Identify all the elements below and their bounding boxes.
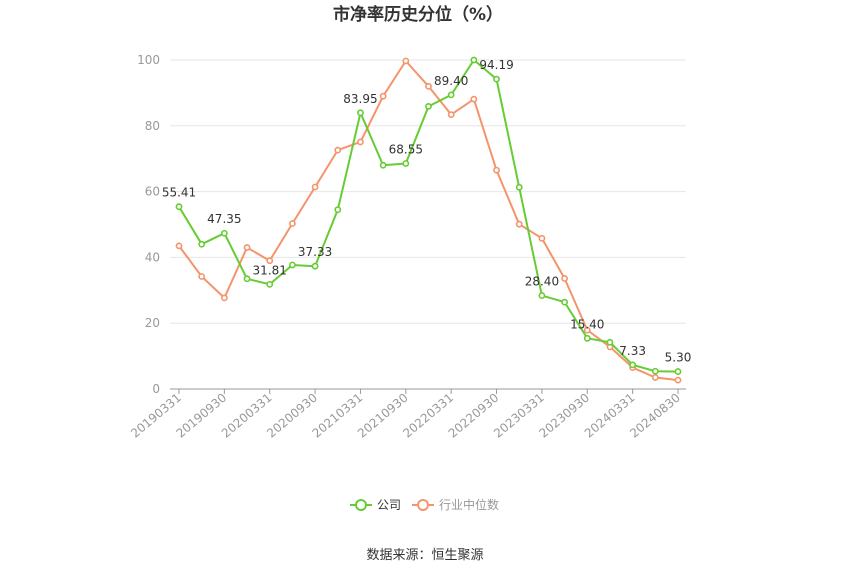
x-tick-label: 20240830 [627, 391, 683, 441]
data-point-industry [402, 57, 410, 65]
data-point-industry [493, 166, 500, 174]
data-label: 37.33 [298, 245, 332, 259]
data-label: 55.41 [162, 186, 196, 200]
data-point-company [674, 368, 682, 375]
data-point-company [515, 183, 523, 191]
data-point-industry [651, 374, 659, 381]
data-label: 5.30 [665, 351, 692, 365]
data-point-company [470, 56, 478, 64]
data-point-company [606, 338, 614, 346]
data-point-company [493, 75, 500, 83]
legend-item-industry[interactable]: 行业中位数 [412, 497, 499, 512]
axes: 0204060801002019033120190930202003312020… [128, 53, 686, 441]
data-point-industry [538, 234, 546, 242]
legend-label: 行业中位数 [439, 497, 499, 512]
data-point-industry [674, 376, 682, 384]
legend-label: 公司 [377, 498, 401, 512]
data-point-industry [220, 294, 228, 302]
data-point-company [425, 102, 432, 110]
data-point-company [402, 160, 410, 167]
legend-marker [417, 499, 429, 511]
y-tick-label: 60 [145, 185, 160, 199]
data-point-company [198, 240, 206, 248]
legend-item-company[interactable]: 公司 [350, 498, 401, 512]
grid [170, 59, 686, 324]
data-point-industry [243, 244, 251, 251]
y-tick-label: 80 [145, 119, 160, 133]
data-point-industry [379, 92, 387, 100]
data-point-industry [289, 220, 296, 227]
data-point-industry [425, 82, 432, 90]
data-label: 94.19 [479, 58, 513, 72]
data-label: 89.40 [434, 74, 468, 88]
data-point-company [357, 109, 364, 117]
data-label: 7.33 [619, 344, 646, 358]
data-point-company [379, 161, 387, 169]
data-point-industry [175, 242, 183, 250]
data-source: 数据来源：恒生聚源 [366, 548, 483, 563]
data-point-industry [198, 273, 206, 280]
series-industry [175, 57, 682, 384]
data-point-company [220, 229, 228, 237]
data-point-company [334, 206, 342, 214]
data-point-company [538, 292, 546, 299]
data-point-company [311, 262, 319, 270]
data-label: 31.81 [253, 263, 287, 277]
data-point-company [243, 275, 251, 283]
y-tick-label: 100 [137, 53, 160, 67]
data-point-company [266, 280, 274, 288]
data-point-industry [583, 326, 591, 334]
data-point-industry [447, 111, 455, 119]
data-point-company [651, 367, 659, 375]
data-point-industry [357, 138, 364, 146]
data-point-industry [561, 275, 568, 282]
data-point-industry [334, 146, 342, 154]
chart-title: 市净率历史分位（%） [333, 4, 503, 25]
data-point-company [583, 334, 591, 342]
data-point-industry [311, 183, 319, 191]
data-labels: 55.41 47.35 31.81 37.33 83.95 68.55 89.40 94.19… [162, 58, 692, 364]
data-point-industry [515, 220, 523, 228]
legend-marker [355, 499, 367, 511]
data-point-company [289, 261, 296, 269]
data-label: 47.35 [207, 212, 241, 226]
data-point-industry [266, 257, 274, 265]
data-point-company [447, 91, 455, 99]
data-point-company [561, 298, 568, 306]
series-company [175, 56, 682, 375]
y-tick-label: 0 [152, 382, 160, 396]
y-tick-label: 40 [145, 250, 160, 264]
data-label: 15.40 [570, 317, 604, 331]
legend[interactable]: 公司 行业中位数 [350, 497, 499, 512]
data-label: 83.95 [343, 92, 377, 106]
data-point-company [175, 203, 183, 211]
data-point-industry [470, 95, 478, 103]
data-label: 28.40 [525, 275, 559, 289]
y-tick-label: 20 [145, 316, 160, 330]
data-label: 68.55 [389, 142, 423, 156]
data-point-company [629, 361, 637, 369]
